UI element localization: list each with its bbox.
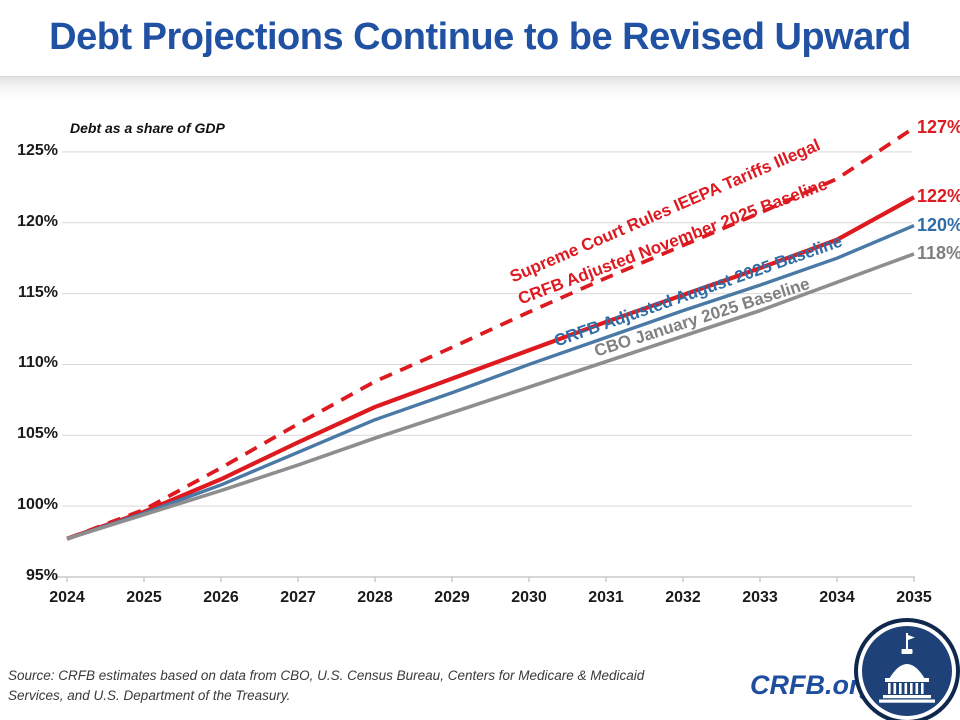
end-label-3: 118% bbox=[917, 242, 960, 263]
source-note: Source: CRFB estimates based on data fro… bbox=[8, 668, 645, 704]
x-tick-label: 2027 bbox=[280, 589, 316, 606]
y-tick-label: 120% bbox=[17, 212, 58, 230]
x-tick-label: 2032 bbox=[665, 589, 701, 606]
x-tick-label: 2024 bbox=[49, 589, 85, 606]
series-line-2 bbox=[66, 224, 915, 541]
title-bar: Debt Projections Continue to be Revised … bbox=[0, 0, 960, 76]
y-tick-label: 95% bbox=[25, 567, 58, 584]
x-tick-label: 2025 bbox=[126, 589, 162, 606]
y-axis-note: Debt as a share of GDP bbox=[70, 120, 225, 136]
x-tick-label: 2034 bbox=[819, 589, 855, 606]
x-tick-label: 2033 bbox=[742, 589, 778, 606]
chart-canvas bbox=[55, 126, 916, 582]
y-tick-label: 100% bbox=[17, 496, 58, 514]
x-tick-label: 2028 bbox=[357, 589, 393, 606]
end-label-0: 127% bbox=[917, 116, 960, 137]
series-line-3 bbox=[66, 252, 915, 541]
y-tick-label: 110% bbox=[17, 354, 58, 372]
page-title: Debt Projections Continue to be Revised … bbox=[49, 16, 911, 58]
end-label-2: 120% bbox=[917, 214, 960, 235]
y-tick-label: 105% bbox=[17, 425, 58, 443]
y-tick-label: 125% bbox=[17, 141, 58, 159]
x-tick-label: 2026 bbox=[203, 589, 239, 606]
x-tick-label: 2035 bbox=[896, 589, 932, 606]
x-tick-label: 2031 bbox=[588, 589, 624, 606]
x-tick-label: 2030 bbox=[511, 589, 547, 606]
y-tick-label: 115% bbox=[17, 283, 58, 301]
title-divider bbox=[0, 76, 960, 99]
series-line-0 bbox=[66, 126, 916, 541]
debt-projection-chart: Debt as a share of GDP 95% 100% 105% 110% 11… bbox=[0, 100, 960, 620]
series-line-1 bbox=[66, 195, 916, 541]
x-tick-label: 2029 bbox=[434, 589, 470, 606]
end-label-1: 122% bbox=[917, 186, 960, 207]
capitol-dome-icon bbox=[854, 618, 960, 720]
